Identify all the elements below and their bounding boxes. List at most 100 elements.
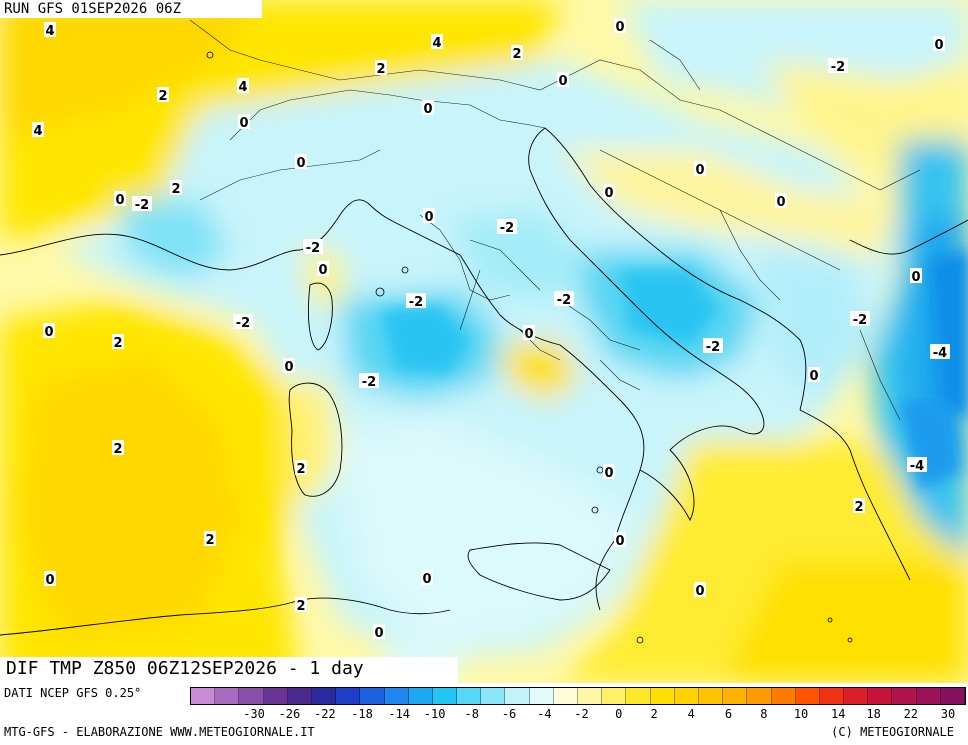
legend-swatch bbox=[674, 688, 699, 704]
contour-label: -2 bbox=[831, 60, 845, 75]
contour-label-bg bbox=[233, 314, 253, 329]
contour-label: 2 bbox=[113, 442, 122, 457]
contour-label: 4 bbox=[238, 80, 247, 95]
legend-swatch bbox=[819, 688, 845, 704]
contour-label-bg bbox=[237, 78, 249, 93]
legend-tick-labels: -30 -26 -22 -18 -14 -10 -8 -6 -4 -2 0 2 4 6 8 10 14 18 22 3… bbox=[190, 707, 966, 721]
contour-label: -2 bbox=[706, 340, 720, 355]
contour-label-bg bbox=[421, 570, 433, 585]
legend-tick-label: 14 bbox=[831, 707, 846, 721]
contour-label-bg bbox=[614, 532, 626, 547]
contour-label: 0 bbox=[604, 466, 613, 481]
legend-swatch bbox=[311, 688, 337, 704]
legend-tick-label: -22 bbox=[313, 707, 336, 721]
legend-tick-label: 10 bbox=[793, 707, 809, 721]
contour-label-bg bbox=[44, 571, 56, 586]
contour-label: 0 bbox=[318, 263, 327, 278]
contour-label: 0 bbox=[615, 534, 624, 549]
legend-tick-label: -2 bbox=[574, 707, 589, 721]
contour-label-bg bbox=[828, 58, 848, 73]
legend-swatch bbox=[457, 688, 482, 704]
legend-tick-label: -30 bbox=[243, 707, 265, 721]
contour-label: 0 bbox=[911, 270, 920, 285]
contour-label-bg bbox=[422, 100, 434, 115]
legend-swatch bbox=[360, 688, 385, 704]
contour-label: 0 bbox=[374, 626, 383, 641]
contour-label: 0 bbox=[934, 38, 943, 53]
contour-label-bg bbox=[295, 597, 307, 612]
contour-label-bg bbox=[112, 334, 124, 349]
contour-label-bg bbox=[43, 323, 55, 338]
contour-label-bg bbox=[557, 72, 569, 87]
legend-tick-label: -26 bbox=[278, 707, 301, 721]
anomaly-field-detail bbox=[380, 250, 968, 490]
contour-label: -2 bbox=[853, 313, 867, 328]
legend-swatch bbox=[505, 688, 530, 704]
contour-label-bg bbox=[32, 122, 44, 137]
legend-swatch bbox=[868, 688, 893, 704]
legend-tick-label: 30 bbox=[940, 707, 956, 721]
contour-label-bg bbox=[303, 239, 323, 254]
contour-label-bg bbox=[933, 36, 945, 51]
legend-swatch bbox=[287, 688, 312, 704]
legend-tick-label: 0 bbox=[615, 707, 623, 721]
contour-label-bg bbox=[359, 373, 379, 388]
contour-label-bg bbox=[694, 161, 706, 176]
contour-label-bg bbox=[157, 87, 169, 102]
footer-copyright: (C) METEOGIORNALE bbox=[831, 725, 954, 739]
contour-label: 0 bbox=[296, 156, 305, 171]
contour-label-bg bbox=[204, 531, 216, 546]
contour-label-bg bbox=[930, 344, 950, 359]
contour-label: 2 bbox=[171, 182, 180, 197]
contour-label: 2 bbox=[296, 462, 305, 477]
contour-label: 2 bbox=[158, 89, 167, 104]
data-source-label: DATI NCEP GFS 0.25° bbox=[4, 686, 142, 700]
legend-swatch bbox=[215, 688, 240, 704]
contour-label: 2 bbox=[296, 599, 305, 614]
legend-tick-label: 2 bbox=[650, 707, 658, 721]
legend-swatch bbox=[408, 688, 433, 704]
contour-label: 0 bbox=[776, 195, 785, 210]
contour-label: 2 bbox=[854, 500, 863, 515]
contour-label: -2 bbox=[362, 375, 376, 390]
contour-label: 0 bbox=[423, 102, 432, 117]
legend-swatch bbox=[771, 688, 796, 704]
legend-swatch bbox=[384, 688, 409, 704]
legend-swatch bbox=[481, 688, 506, 704]
contour-label: -2 bbox=[236, 316, 250, 331]
contour-label: 0 bbox=[239, 116, 248, 131]
contour-label-bg bbox=[132, 196, 152, 211]
contour-label: -4 bbox=[910, 459, 924, 474]
contour-label-bg bbox=[703, 338, 723, 353]
legend-swatch bbox=[578, 688, 603, 704]
contour-label-bg bbox=[283, 358, 295, 373]
legend-swatch bbox=[844, 688, 869, 704]
contour-label-bg bbox=[808, 367, 820, 382]
legend-tick-label: -18 bbox=[351, 707, 373, 721]
contour-label: 4 bbox=[33, 124, 42, 139]
legend-swatch bbox=[263, 688, 288, 704]
contour-label-bg bbox=[112, 440, 124, 455]
legend-tick-label: 22 bbox=[903, 707, 919, 721]
legend-swatch bbox=[336, 688, 361, 704]
legend-colorbar bbox=[190, 687, 966, 705]
run-label: RUN GFS 01SEP2026 06Z bbox=[0, 0, 262, 18]
contour-label: 0 bbox=[424, 210, 433, 225]
temperature-anomaly-map: 4 4 2 2 0 0 2 4 0 0 4 0 -2 2 0 0 -2 0 0 0 -2 0 -2 -2 -2 0 0 2 0 -2 -2 0… bbox=[0, 0, 968, 683]
contour-label-bg bbox=[694, 582, 706, 597]
legend-tick-label: -4 bbox=[537, 707, 552, 721]
contour-label: 2 bbox=[113, 336, 122, 351]
contour-label-bg bbox=[775, 193, 787, 208]
contour-label: 2 bbox=[205, 533, 214, 548]
contour-label-bg bbox=[238, 114, 250, 129]
contour-label-bg bbox=[295, 154, 307, 169]
contour-label: 0 bbox=[115, 193, 124, 208]
contour-label: -4 bbox=[933, 346, 947, 361]
contour-label: 0 bbox=[524, 327, 533, 342]
contour-label-bg bbox=[554, 291, 574, 306]
contour-label: -2 bbox=[135, 198, 149, 213]
legend-swatch bbox=[723, 688, 748, 704]
contour-label-bg bbox=[317, 261, 329, 276]
legend-swatch bbox=[432, 688, 458, 704]
contour-label-bg bbox=[603, 464, 615, 479]
